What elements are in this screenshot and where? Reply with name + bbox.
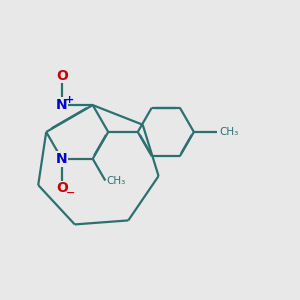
Text: N: N xyxy=(56,98,68,112)
Text: O: O xyxy=(56,69,68,82)
Text: O: O xyxy=(56,181,68,195)
Text: −: − xyxy=(66,188,75,198)
Text: CH₃: CH₃ xyxy=(219,127,238,137)
Text: +: + xyxy=(65,95,75,105)
Text: CH₃: CH₃ xyxy=(107,176,126,185)
Text: N: N xyxy=(56,152,68,166)
